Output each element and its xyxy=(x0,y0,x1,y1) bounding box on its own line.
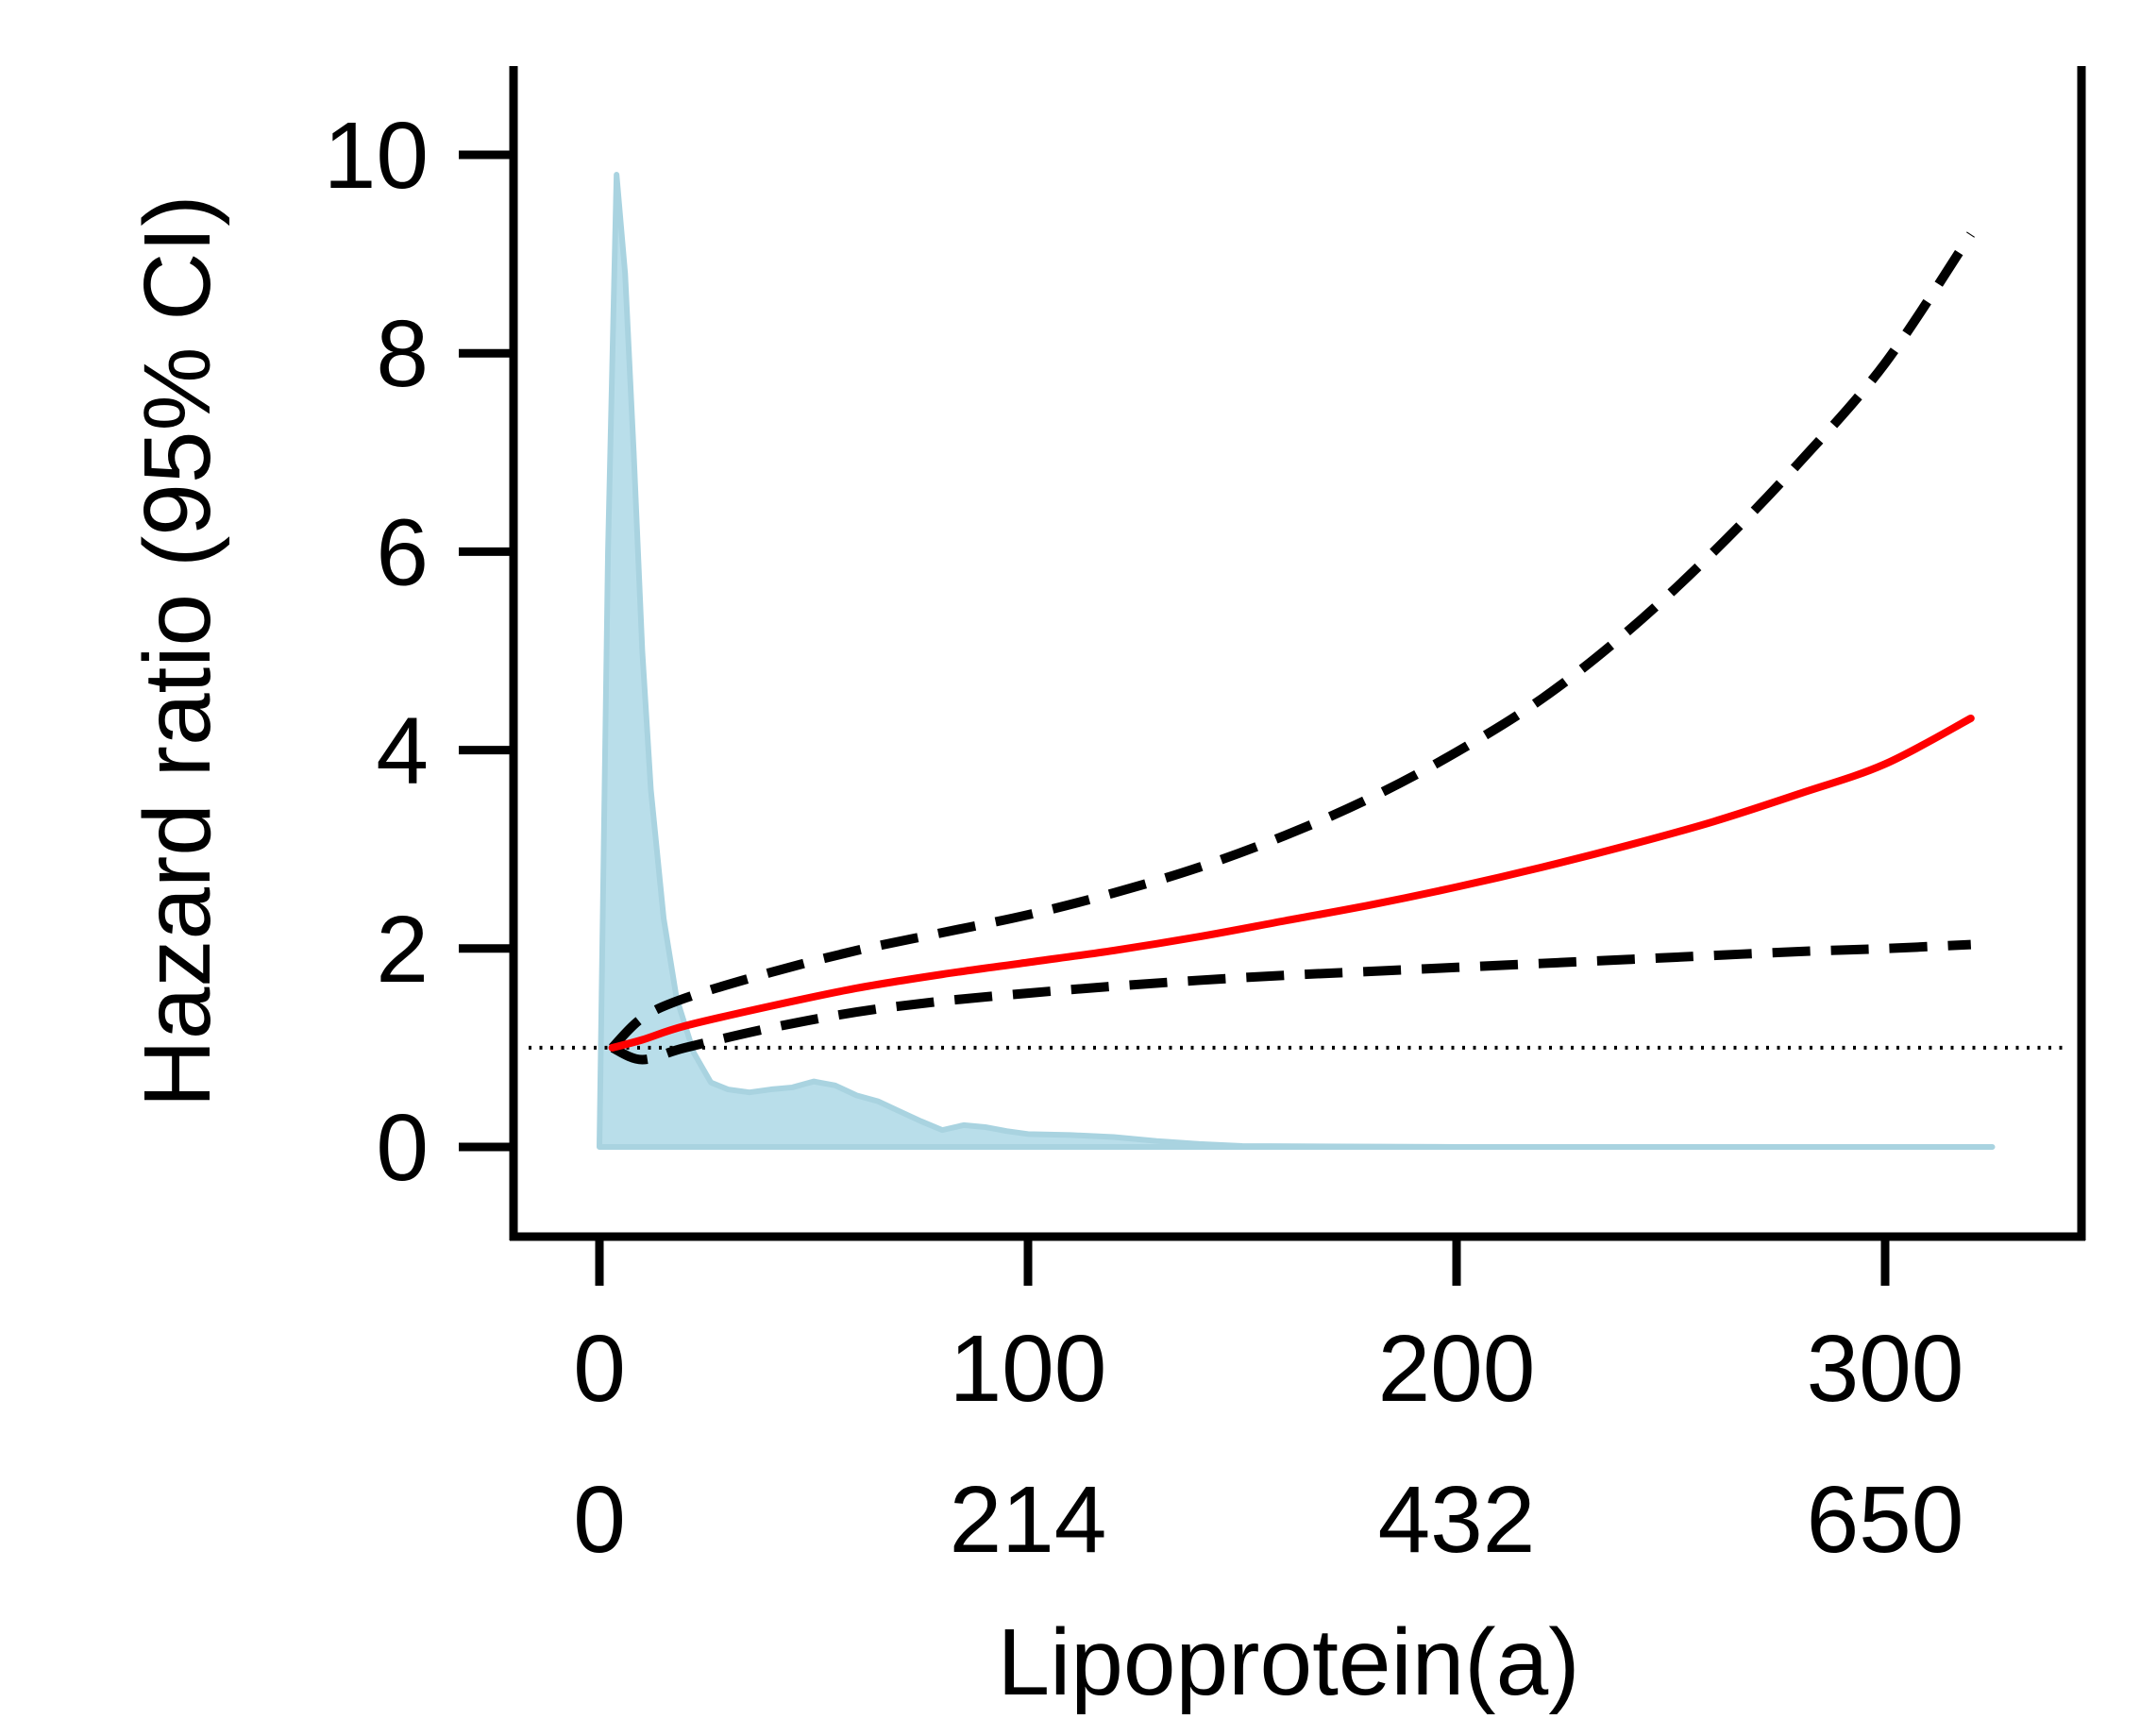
density-layer xyxy=(597,172,1996,1150)
series-hazard-ratio xyxy=(608,714,1975,1052)
y-tick-label: 4 xyxy=(376,699,429,804)
density-area xyxy=(597,172,1996,1150)
y-tick-label: 0 xyxy=(376,1095,429,1201)
series-lower-95-ci xyxy=(610,939,1972,1065)
x-tick-label-row1: 200 xyxy=(1378,1316,1536,1422)
x-tick-label-row1: 100 xyxy=(950,1316,1107,1422)
x-tick-label-row1: 300 xyxy=(1807,1316,1964,1422)
series-upper-95-ci xyxy=(608,231,1975,1052)
x-tick-label-row2: 0 xyxy=(573,1467,626,1573)
y-axis-title: Hazard ratio (95% CI) xyxy=(125,195,230,1108)
x-tick-label-row1: 0 xyxy=(573,1316,626,1422)
y-tick-label: 8 xyxy=(376,301,429,407)
y-tick-label: 6 xyxy=(376,499,429,605)
x-tick-label-row2: 432 xyxy=(1378,1467,1536,1573)
y-tick-label: 10 xyxy=(324,103,429,209)
axes-layer xyxy=(459,66,2086,1286)
y-tick-label: 2 xyxy=(376,897,429,1003)
series-layer xyxy=(608,231,1975,1065)
x-axis-title: Lipoprotein(a) xyxy=(997,1610,1579,1715)
x-tick-label-row2: 650 xyxy=(1807,1467,1964,1573)
x-tick-label-row2: 214 xyxy=(950,1467,1107,1573)
